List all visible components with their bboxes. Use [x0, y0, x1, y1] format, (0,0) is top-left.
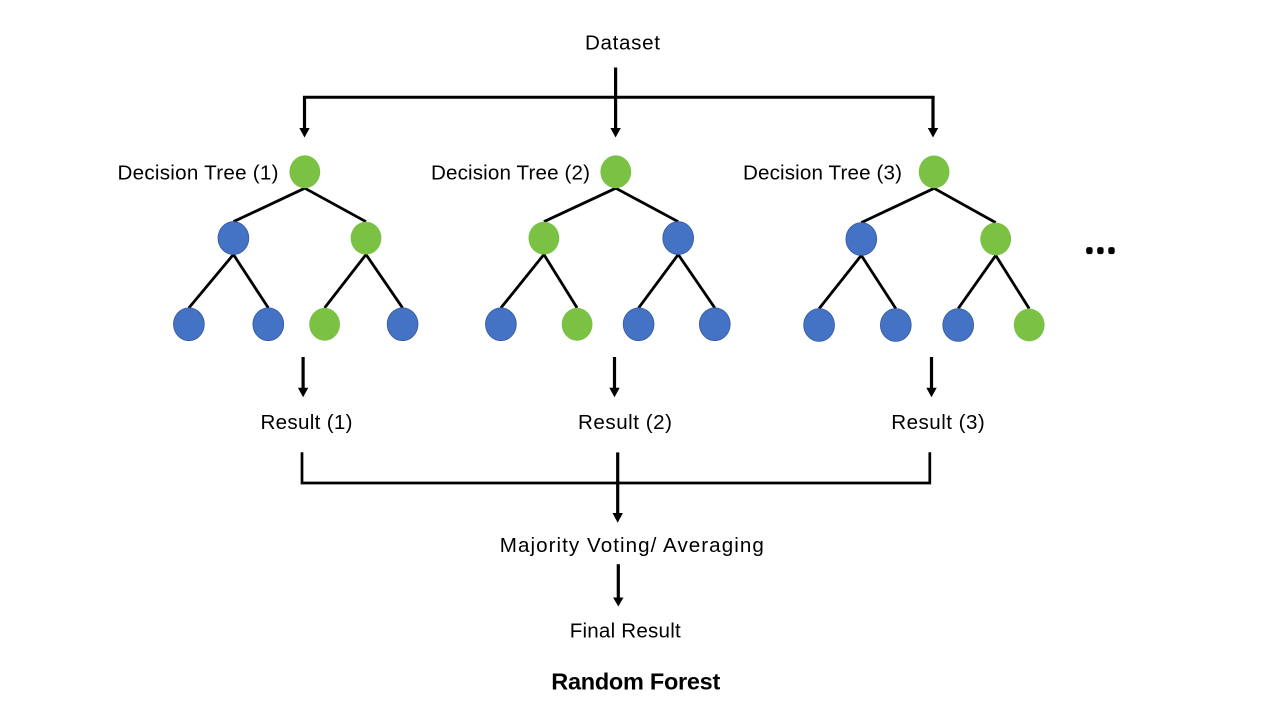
svg-text:Decision Tree (3): Decision Tree (3) [743, 162, 902, 185]
svg-text:Random Forest: Random Forest [551, 669, 720, 695]
svg-text:Dataset: Dataset [585, 32, 660, 55]
svg-text:Result (3): Result (3) [891, 411, 985, 434]
svg-text:Decision Tree (2): Decision Tree (2) [431, 162, 590, 185]
svg-text:Final Result: Final Result [570, 620, 681, 643]
svg-text:Result (2): Result (2) [578, 411, 672, 434]
svg-text:Result (1): Result (1) [261, 411, 353, 434]
svg-text:Decision Tree (1): Decision Tree (1) [118, 162, 279, 185]
svg-text:Majority Voting/ Averaging: Majority Voting/ Averaging [500, 534, 764, 557]
